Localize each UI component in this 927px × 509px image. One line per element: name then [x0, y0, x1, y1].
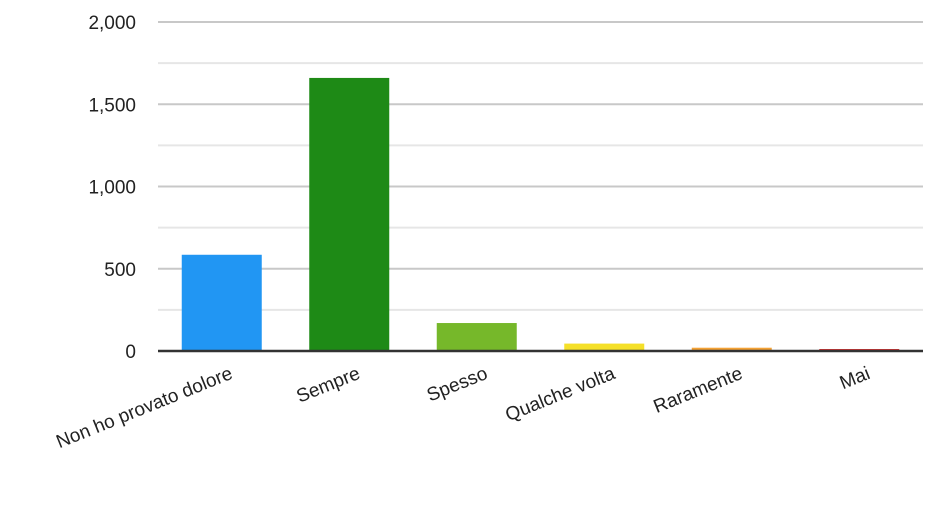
x-category-label: Non ho provato dolore: [53, 363, 235, 453]
gridlines: [158, 21, 923, 311]
bar: [181, 254, 262, 351]
x-category-label: Mai: [837, 363, 873, 394]
bars: [181, 77, 900, 352]
bar: [436, 323, 517, 351]
x-category-label: Spesso: [424, 363, 491, 406]
bar: [564, 343, 645, 351]
y-tick-label: 2,000: [88, 13, 136, 34]
bar: [309, 77, 390, 352]
x-category-label: Qualche volta: [503, 363, 619, 426]
bar: [691, 347, 772, 351]
y-axis-tick-labels: 0 500 1,000 1,500 2,000: [88, 13, 136, 363]
y-tick-label: 0: [125, 342, 136, 363]
y-tick-label: 1,000: [88, 178, 136, 199]
x-axis-category-labels: Non ho provato dolore Sempre Spesso Qualche…: [53, 363, 873, 453]
x-category-label: Raramente: [651, 363, 746, 418]
x-category-label: Sempre: [294, 363, 364, 407]
y-tick-label: 500: [104, 260, 136, 281]
y-tick-label: 1,500: [88, 95, 136, 116]
